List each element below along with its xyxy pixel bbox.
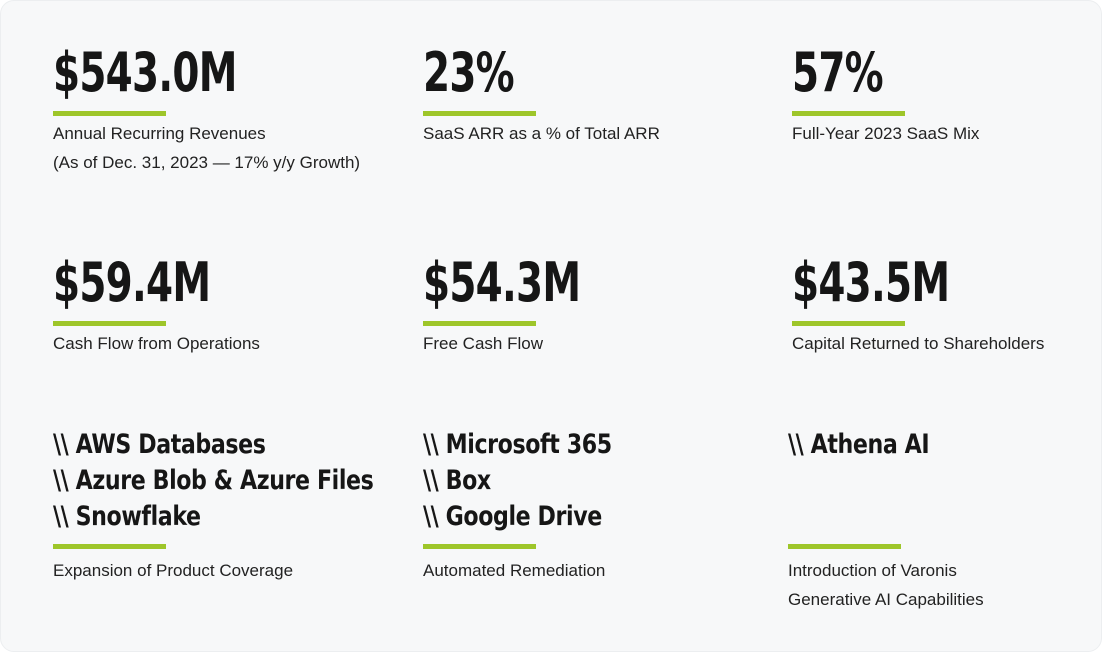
accent-bar <box>792 111 905 116</box>
metric-label: SaaS ARR as a % of Total ARR <box>423 124 660 143</box>
accent-bar <box>53 544 166 549</box>
accent-bar <box>788 544 901 549</box>
product-list-coverage: \\ AWS Databases \\ Azure Blob & Azure F… <box>53 427 444 535</box>
product-item: \\ Google Drive <box>423 501 602 532</box>
product-caption-ai: Introduction of Varonis Generative AI Ca… <box>788 544 984 614</box>
product-caption-remediation: Automated Remediation <box>423 544 605 585</box>
metric-cash-flow-ops: $59.4M Cash Flow from Operations <box>53 253 272 358</box>
accent-bar <box>792 321 905 326</box>
product-item: \\ AWS Databases <box>53 429 266 460</box>
accent-bar <box>423 111 536 116</box>
metric-value: $543.0M <box>53 41 237 104</box>
metric-label: Full-Year 2023 SaaS Mix <box>792 124 980 143</box>
accent-bar <box>423 321 536 326</box>
product-label: Expansion of Product Coverage <box>53 561 294 580</box>
product-list-remediation: \\ Microsoft 365 \\ Box \\ Google Drive <box>423 427 653 535</box>
metric-value: $43.5M <box>792 251 950 314</box>
metric-saas-mix: 57% Full-Year 2023 SaaS Mix <box>792 43 979 148</box>
metric-value: 57% <box>792 41 884 104</box>
metric-arr: $543.0M Annual Recurring Revenues (As of… <box>53 43 360 177</box>
metric-saas-arr: 23% SaaS ARR as a % of Total ARR <box>423 43 660 148</box>
product-label: Automated Remediation <box>423 561 606 580</box>
metric-capital-returned: $43.5M Capital Returned to Shareholders <box>792 253 1044 358</box>
product-item: \\ Athena AI <box>788 429 930 460</box>
product-item: \\ Snowflake <box>53 501 201 532</box>
metric-label: Capital Returned to Shareholders <box>792 334 1045 353</box>
metric-free-cash-flow: $54.3M Free Cash Flow <box>423 253 642 358</box>
product-caption-coverage: Expansion of Product Coverage <box>53 544 293 585</box>
product-item: \\ Azure Blob & Azure Files <box>53 465 374 496</box>
product-label: Introduction of Varonis <box>788 561 957 580</box>
metric-label: Free Cash Flow <box>423 334 543 353</box>
metric-sublabel: (As of Dec. 31, 2023 — 17% y/y Growth) <box>53 153 361 172</box>
product-list-ai: \\ Athena AI <box>788 427 960 463</box>
metric-label: Annual Recurring Revenues <box>53 124 266 143</box>
metric-value: $59.4M <box>53 251 211 314</box>
product-item: \\ Microsoft 365 <box>423 429 612 460</box>
metric-value: $54.3M <box>423 251 581 314</box>
accent-bar <box>53 321 166 326</box>
product-sublabel: Generative AI Capabilities <box>788 590 984 609</box>
metric-value: 23% <box>423 41 515 104</box>
accent-bar <box>423 544 536 549</box>
product-item: \\ Box <box>423 465 491 496</box>
metric-label: Cash Flow from Operations <box>53 334 260 353</box>
accent-bar <box>53 111 166 116</box>
